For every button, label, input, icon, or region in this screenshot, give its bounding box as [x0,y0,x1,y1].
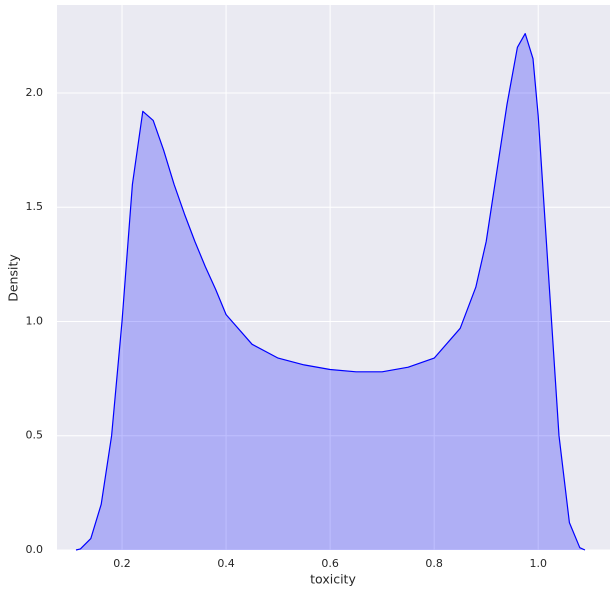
x-tick-label: 0.6 [321,557,339,570]
x-tick-label: 0.4 [217,557,235,570]
y-axis-label: Density [6,254,21,302]
density-area [76,33,585,551]
y-tick-label: 0.0 [26,543,44,556]
y-tick-label: 0.5 [26,429,44,442]
x-tick-label: 0.8 [425,557,443,570]
density-line [75,33,586,551]
y-tick-label: 1.0 [26,314,44,327]
x-tick-label: 1.0 [529,557,547,570]
y-tick-label: 2.0 [26,86,44,99]
x-tick-label: 0.2 [113,557,131,570]
plot-area [57,5,610,550]
x-axis-label: toxicity [310,572,356,587]
y-tick-label: 1.5 [26,200,44,213]
